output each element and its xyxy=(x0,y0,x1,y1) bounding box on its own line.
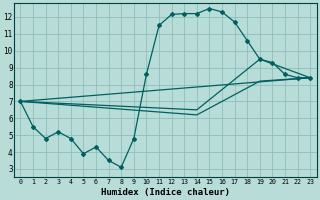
X-axis label: Humidex (Indice chaleur): Humidex (Indice chaleur) xyxy=(101,188,230,197)
